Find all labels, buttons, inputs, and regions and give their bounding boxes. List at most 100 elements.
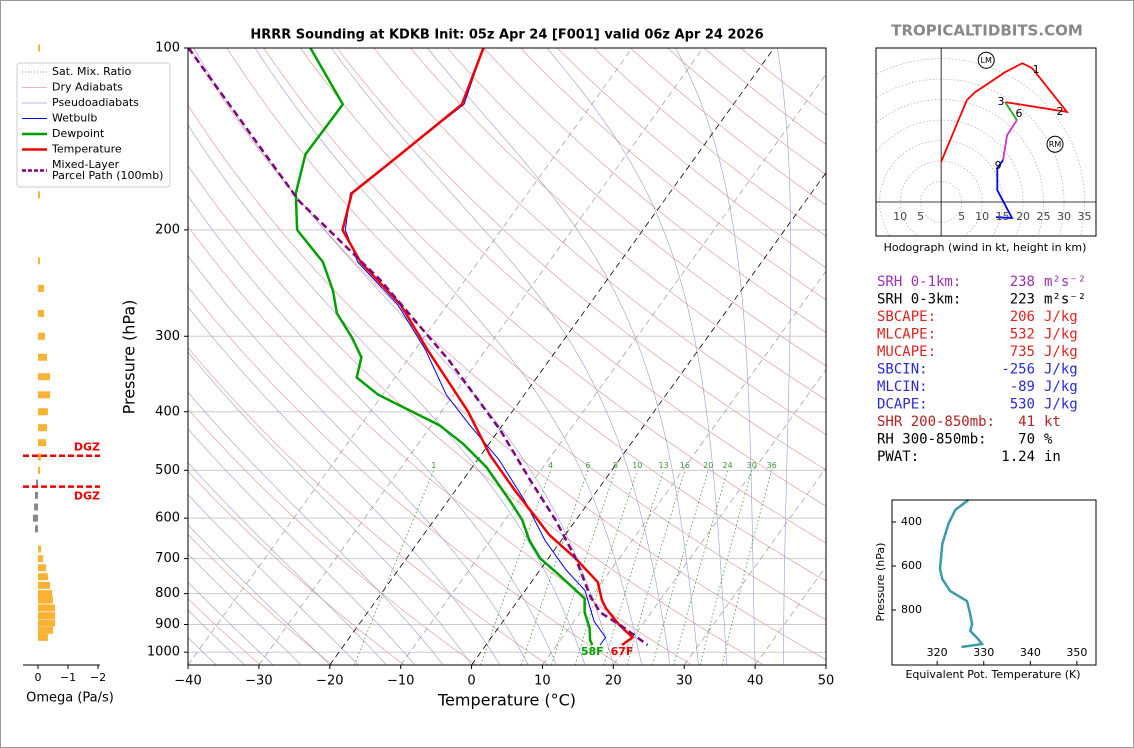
x-tick-label: 30	[676, 674, 693, 689]
mixing-ratio-label: 10	[632, 461, 642, 470]
stat-label: MLCAPE:	[877, 327, 936, 343]
omega-bar	[38, 44, 41, 52]
omega-bar	[38, 257, 41, 265]
omega-bar	[38, 466, 41, 474]
thetae-frame	[891, 499, 1097, 666]
hodograph-tick-label: 15	[996, 210, 1010, 223]
mixing-ratio-label: 30	[747, 461, 757, 470]
thetae-x-tick-label: 350	[1066, 646, 1087, 659]
omega-bar	[38, 590, 53, 598]
pseudoadiabat	[675, 48, 756, 665]
mixing-ratio-line	[480, 470, 551, 665]
stat-value: 70	[1018, 432, 1035, 448]
thetae-x-label: Equivalent Pot. Temperature (K)	[905, 668, 1080, 681]
hodograph-trace	[995, 159, 1014, 219]
legend-label: Pseudoadiabats	[52, 96, 139, 109]
legend-label: Dewpoint	[52, 127, 105, 140]
dry-adiabat	[483, 48, 826, 333]
hodograph-tick-label: 35	[1078, 210, 1092, 223]
omega-bar	[32, 514, 38, 522]
omega-bar	[38, 191, 41, 199]
y-axis-label: Pressure (hPa)	[120, 300, 139, 415]
x-tick-label: −10	[387, 674, 414, 689]
isotherm	[400, 73, 826, 665]
omega-bar	[38, 424, 47, 432]
omega-bar	[38, 555, 44, 563]
legend-label: Sat. Mix. Ratio	[52, 65, 132, 78]
dgz-label: DGZ	[74, 441, 100, 454]
height-label: 2	[1056, 105, 1063, 118]
omega-tick-label: −1	[60, 671, 76, 684]
stat-unit: J/kg	[1044, 362, 1078, 378]
omega-bar	[38, 309, 44, 317]
mixing-ratio-line	[603, 470, 664, 665]
dry-adiabat	[336, 48, 826, 471]
hodograph-frame	[875, 47, 1097, 237]
mixing-ratio-line	[521, 470, 589, 665]
stat-value: 41	[1018, 414, 1035, 430]
pseudoadiabat	[188, 553, 302, 665]
storm-motion-label: RM	[1049, 140, 1062, 149]
stat-label: SHR 200-850mb:	[877, 414, 995, 430]
dry-adiabat	[188, 470, 405, 665]
storm-motion-marker	[977, 51, 995, 69]
x-tick-label: 50	[818, 674, 835, 689]
stat-unit: J/kg	[1044, 327, 1078, 343]
omega-bar	[38, 596, 53, 604]
thetae-y-tick-label: 600	[901, 559, 922, 572]
height-label: 6	[1015, 107, 1022, 120]
pseudoadiabat	[188, 581, 274, 665]
dry-adiabat	[188, 225, 692, 665]
omega-bar	[38, 573, 48, 581]
pseudoadiabat	[188, 524, 331, 665]
dry-adiabat	[190, 48, 826, 621]
pseudoadiabat	[188, 195, 557, 665]
profile-line	[341, 48, 634, 647]
mixing-ratio-line	[550, 470, 616, 665]
storm-motion-marker	[1046, 135, 1064, 153]
omega-bar	[38, 604, 56, 612]
mixing-ratio-label: 16	[680, 461, 690, 470]
stat-value: 530	[1010, 397, 1035, 413]
legend: Sat. Mix. Ratio Dry Adiabats Pseudoadiabat…	[16, 62, 171, 188]
y-tick-label: 200	[155, 222, 180, 237]
legend-label: Mixed-Layer Parcel Path (100mb)	[52, 158, 163, 182]
mixing-ratio-label: 6	[585, 461, 590, 470]
height-label: 3	[997, 95, 1004, 108]
omega-bar	[38, 612, 56, 620]
pseudoadiabat	[777, 48, 792, 665]
stat-unit: kt	[1044, 414, 1061, 430]
hodograph-tick-label: 10	[975, 210, 989, 223]
pseudoadiabat	[188, 351, 472, 665]
omega-bar	[38, 391, 50, 399]
legend-box	[16, 62, 171, 188]
pseudoadiabat	[188, 609, 245, 665]
omega-bar	[38, 619, 56, 627]
dry-adiabat	[263, 48, 826, 544]
thetae-x-tick-label: 330	[973, 646, 994, 659]
x-tick-label: 20	[605, 674, 622, 689]
omega-bar	[38, 439, 47, 447]
omega-tick-label: 0	[35, 671, 42, 684]
stat-label: SRH 0-3km:	[877, 292, 961, 308]
mixing-ratio-label: 4	[548, 461, 553, 470]
mixing-ratio-label: 1	[431, 461, 436, 470]
height-label: 1	[1033, 63, 1040, 76]
x-axis-label: Temperature (°C)	[437, 691, 576, 710]
omega-bar	[38, 284, 44, 292]
plot-frame	[187, 47, 827, 666]
thetae-y-tick-label: 400	[901, 515, 922, 528]
x-tick-label: 40	[747, 674, 764, 689]
stat-unit: m²s⁻²	[1044, 274, 1086, 290]
omega-bar	[38, 373, 50, 381]
stat-unit: in	[1044, 449, 1061, 465]
y-tick-label: 300	[155, 329, 180, 344]
stat-label: RH 300-850mb:	[877, 432, 987, 448]
pseudoadiabat	[188, 462, 387, 665]
hodograph-area: 1 2 36 9 LM RM	[876, 48, 1096, 236]
pseudoadiabat	[188, 494, 359, 665]
omega-bar	[38, 633, 48, 641]
omega-bar	[35, 479, 38, 487]
y-tick-label: 900	[155, 617, 180, 632]
